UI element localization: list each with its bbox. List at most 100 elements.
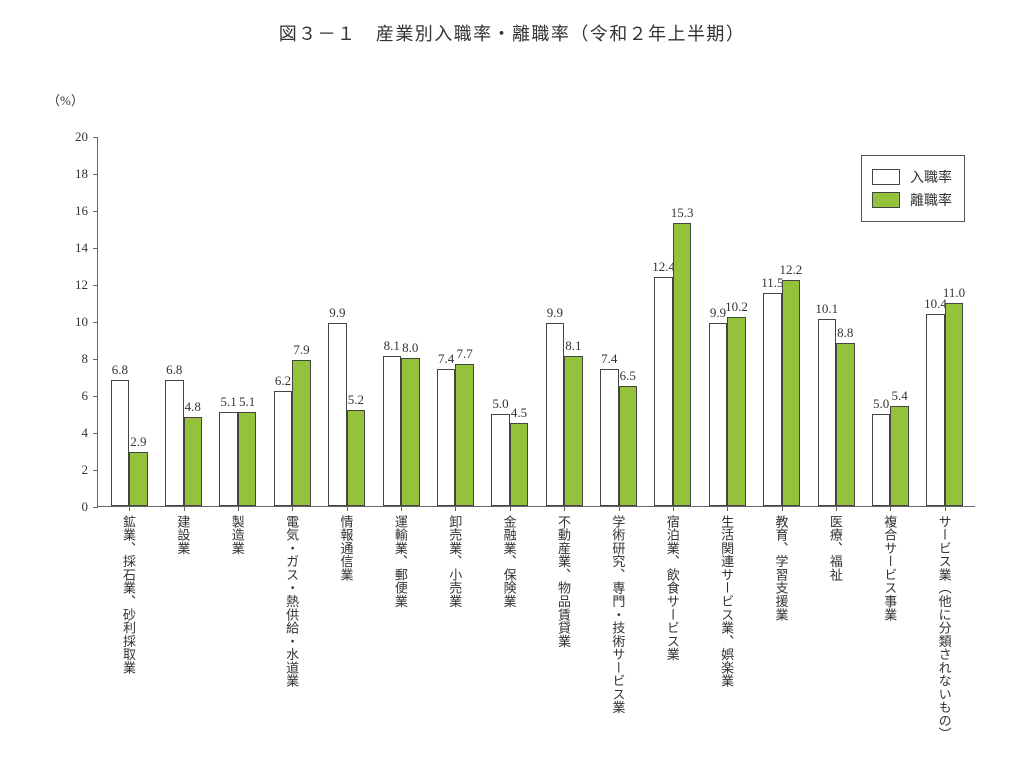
leaving-bar [619, 386, 637, 506]
y-tick-mark [93, 322, 98, 323]
hiring-value-label: 8.1 [384, 338, 400, 354]
page: 図３－１ 産業別入職率・離職率（令和２年上半期） （%） 入職率離職率 6.82… [0, 0, 1024, 768]
y-tick-mark [93, 433, 98, 434]
leaving-bar [890, 406, 908, 506]
hiring-bar [872, 414, 890, 507]
leaving-value-label: 8.1 [565, 338, 581, 354]
x-axis-label: 卸売業、小売業 [448, 515, 462, 608]
y-tick-mark [93, 174, 98, 175]
y-tick-label: 10 [58, 314, 88, 330]
hiring-value-label: 12.4 [652, 259, 675, 275]
hiring-value-label: 6.2 [275, 373, 291, 389]
bar-group: 7.47.7 [437, 137, 474, 506]
bar-group: 10.411.0 [926, 137, 963, 506]
leaving-bar [510, 423, 528, 506]
leaving-value-label: 4.8 [185, 399, 201, 415]
y-tick-label: 20 [58, 129, 88, 145]
x-axis-label: 情報通信業 [339, 515, 353, 581]
leaving-bar [184, 417, 202, 506]
x-axis-label: 鉱業、採石業、砂利採取業 [121, 515, 135, 674]
bar-group: 10.1 8.8 [818, 137, 855, 506]
y-tick-label: 14 [58, 240, 88, 256]
hiring-value-label: 10.1 [815, 301, 838, 317]
y-tick-label: 8 [58, 351, 88, 367]
leaving-value-label: 11.0 [943, 285, 965, 301]
x-axis-label: 建設業 [176, 515, 190, 555]
plot-area: 6.82.96.84.85.15.16.27.99.95.28.18.07.47… [97, 137, 975, 507]
leaving-bar [292, 360, 310, 506]
hiring-bar [546, 323, 564, 506]
hiring-bar [219, 412, 237, 506]
x-tick-mark [890, 506, 891, 511]
x-tick-mark [782, 506, 783, 511]
x-tick-mark [727, 506, 728, 511]
x-axis-label: 学術研究、専門・技術サービス業 [611, 515, 625, 714]
x-tick-mark [945, 506, 946, 511]
bar-group: 6.8 4.8 [165, 137, 202, 506]
x-tick-mark [401, 506, 402, 511]
leaving-bar [945, 303, 963, 507]
x-axis-label: 生活関連サービス業、娯楽業 [719, 515, 733, 687]
x-tick-mark [619, 506, 620, 511]
y-tick-label: 12 [58, 277, 88, 293]
x-tick-mark [673, 506, 674, 511]
bar-group: 6.82.9 [111, 137, 148, 506]
x-axis-label: サービス業（他に分類されないもの） [937, 515, 951, 740]
x-axis-label: 不動産業、物品賃貸業 [556, 515, 570, 648]
y-tick-label: 6 [58, 388, 88, 404]
y-tick-mark [93, 137, 98, 138]
x-tick-mark [836, 506, 837, 511]
leaving-value-label: 5.2 [348, 392, 364, 408]
x-axis-label: 製造業 [230, 515, 244, 555]
hiring-value-label: 9.9 [710, 305, 726, 321]
y-tick-mark [93, 248, 98, 249]
leaving-bar [455, 364, 473, 506]
hiring-bar [926, 314, 944, 506]
x-tick-mark [292, 506, 293, 511]
hiring-bar [274, 391, 292, 506]
x-tick-mark [129, 506, 130, 511]
hiring-bar [600, 369, 618, 506]
bar-group: 8.18.0 [383, 137, 420, 506]
leaving-value-label: 6.5 [620, 368, 636, 384]
chart-title: 図３－１ 産業別入職率・離職率（令和２年上半期） [0, 0, 1024, 46]
x-tick-mark [455, 506, 456, 511]
bar-group: 12.4 15.3 [654, 137, 691, 506]
x-tick-mark [564, 506, 565, 511]
y-tick-label: 18 [58, 166, 88, 182]
leaving-bar [564, 356, 582, 506]
hiring-bar [165, 380, 183, 506]
x-axis-label: 医療、福祉 [828, 515, 842, 581]
y-tick-mark [93, 470, 98, 471]
hiring-value-label: 9.9 [547, 305, 563, 321]
hiring-bar [818, 319, 836, 506]
hiring-bar [763, 293, 781, 506]
leaving-value-label: 12.2 [780, 262, 803, 278]
x-axis-label: 複合サービス事業 [883, 515, 897, 621]
y-tick-mark [93, 359, 98, 360]
hiring-value-label: 6.8 [166, 362, 182, 378]
y-tick-label: 16 [58, 203, 88, 219]
leaving-value-label: 15.3 [671, 205, 694, 221]
x-tick-mark [184, 506, 185, 511]
leaving-bar [673, 223, 691, 506]
x-tick-mark [238, 506, 239, 511]
leaving-value-label: 5.1 [239, 394, 255, 410]
leaving-value-label: 8.8 [837, 325, 853, 341]
x-axis-label: 運輸業、郵便業 [393, 515, 407, 608]
y-tick-mark [93, 507, 98, 508]
bar-group: 6.27.9 [274, 137, 311, 506]
leaving-bar [727, 317, 745, 506]
y-tick-label: 4 [58, 425, 88, 441]
y-axis-unit: （%） [47, 90, 84, 109]
hiring-bar [383, 356, 401, 506]
bar-group: 9.910.2 [709, 137, 746, 506]
leaving-value-label: 4.5 [511, 405, 527, 421]
hiring-bar [111, 380, 129, 506]
leaving-value-label: 7.9 [293, 342, 309, 358]
hiring-value-label: 9.9 [329, 305, 345, 321]
hiring-value-label: 5.0 [492, 396, 508, 412]
x-tick-mark [347, 506, 348, 511]
bar-group: 9.9 5.2 [328, 137, 365, 506]
bar-group: 11.512.2 [763, 137, 800, 506]
